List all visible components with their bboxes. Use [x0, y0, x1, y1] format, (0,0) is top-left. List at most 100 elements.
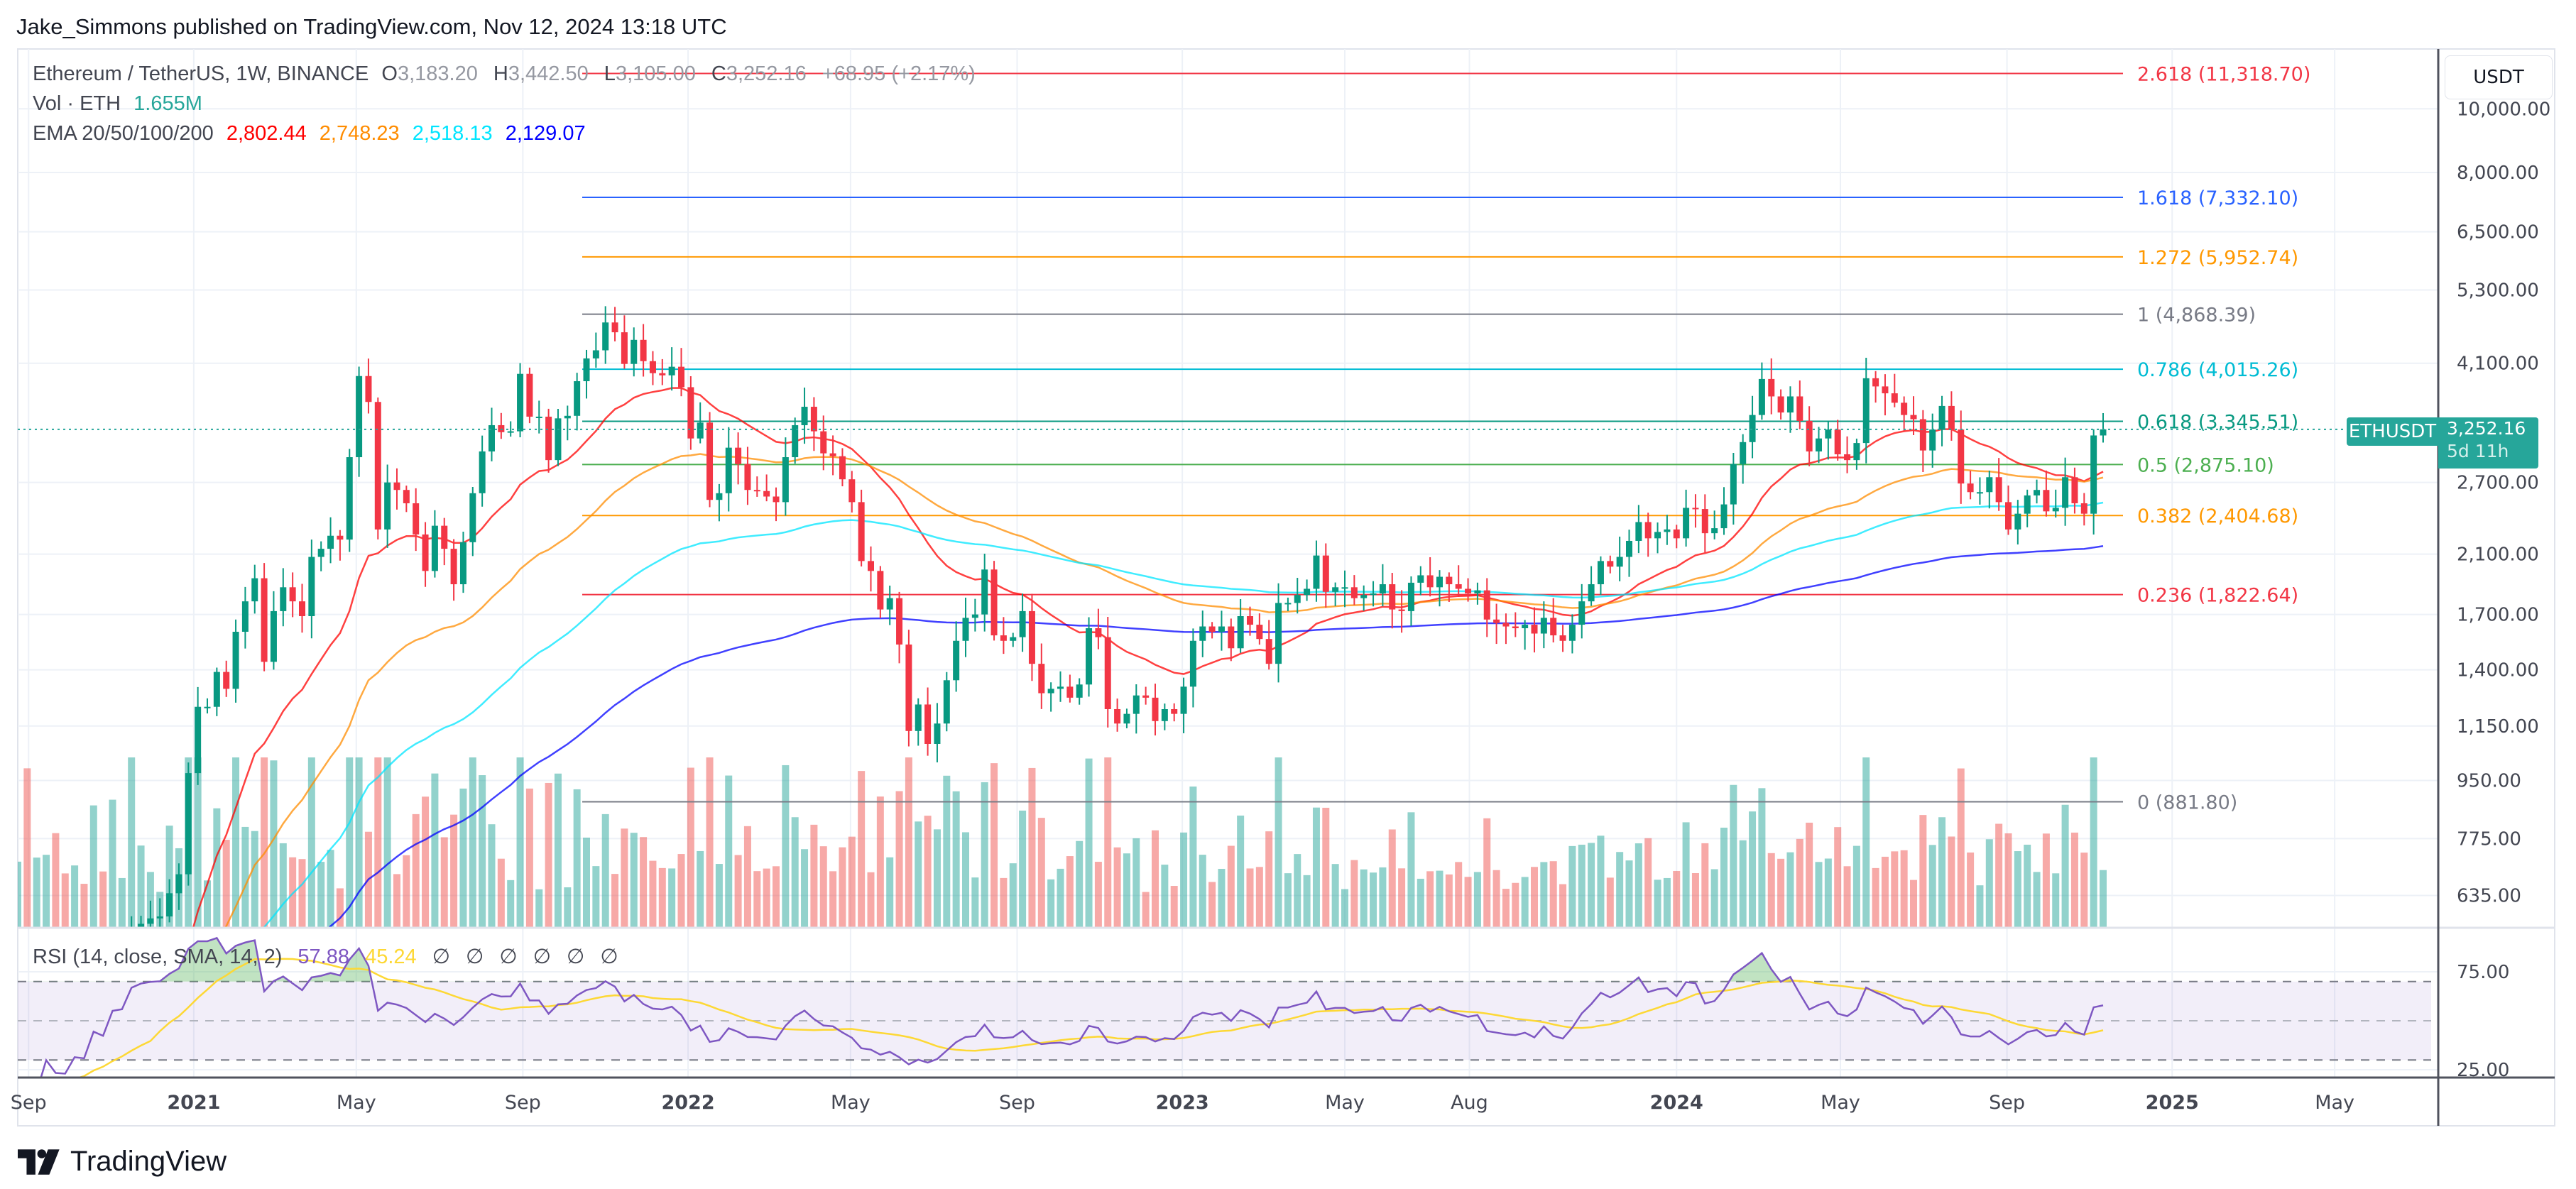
candle-body [564, 415, 571, 419]
volume-bar [479, 775, 486, 928]
candle-body [1749, 415, 1756, 442]
candle-body [1626, 540, 1632, 557]
volume-bar [1948, 836, 1955, 928]
candle-body [1777, 396, 1784, 413]
candle-body [1436, 576, 1443, 588]
rsi-empty-value: ∅ [533, 946, 551, 968]
time-tick-label: Sep [999, 1092, 1035, 1114]
candle-body [1901, 402, 1908, 415]
volume-bar [440, 837, 448, 928]
volume-bar [298, 859, 306, 928]
volume-bars [18, 757, 2107, 928]
volume-bar [1976, 885, 1984, 928]
symbol-name[interactable]: Ethereum / TetherUS, 1W, BINANCE [33, 62, 369, 85]
volume-bar [1786, 852, 1794, 928]
candle-body [413, 503, 420, 535]
candle-body [555, 418, 562, 461]
candle-body [2043, 490, 2050, 512]
ema-legend[interactable]: EMA 20/50/100/200 2,802.44 2,748.23 2,51… [33, 122, 593, 146]
volume-bar [1549, 861, 1557, 928]
volume-bar [1682, 822, 1690, 928]
candle-body [1806, 420, 1813, 451]
volume-bar [933, 829, 941, 928]
ema200-line [327, 545, 2104, 928]
volume-bar [962, 832, 969, 928]
volume-bar [2042, 833, 2050, 928]
volume-legend[interactable]: Vol · ETH 1.655M [33, 92, 209, 116]
volume-bar [1730, 784, 1737, 928]
candle-body [270, 610, 277, 662]
volume-bar [1417, 878, 1424, 928]
volume-bar [2033, 872, 2041, 928]
candle-body [489, 424, 495, 451]
volume-bar [782, 765, 790, 928]
candle-body [801, 407, 808, 425]
tradingview-logo[interactable]: TradingView [18, 1146, 227, 1178]
price-tick-label: 2,700.00 [2457, 473, 2539, 494]
volume-bar [573, 789, 581, 928]
volume-bar [431, 773, 439, 928]
candle-body [374, 402, 381, 530]
grid [18, 49, 2438, 1078]
volume-bar [1967, 852, 1975, 928]
price-tick-label: 5,300.00 [2457, 280, 2539, 302]
currency-button[interactable]: USDT [2445, 55, 2553, 99]
candle-body [156, 916, 163, 919]
candle-body [1986, 477, 1993, 493]
volume-bar [1521, 877, 1529, 928]
volume-bar [1824, 858, 1832, 928]
candle-body [241, 601, 249, 632]
volume-bar [327, 850, 334, 928]
candle-body [431, 525, 438, 571]
volume-bar [1426, 871, 1434, 928]
volume-bar [80, 884, 88, 928]
candle-body [1910, 415, 1917, 420]
symbol-legend[interactable]: Ethereum / TetherUS, 1W, BINANCE O3,183.… [33, 62, 986, 86]
price-tick-label: 1,400.00 [2457, 660, 2539, 681]
candle-body [1180, 686, 1187, 714]
rsi-sma-value: 45.24 [365, 946, 417, 968]
volume-bar [858, 771, 866, 928]
volume-bar [1834, 827, 1842, 928]
volume-bar [848, 836, 856, 928]
candle-body [1976, 492, 1983, 494]
candle-body [810, 407, 817, 432]
candle-body [1844, 454, 1851, 461]
volume-bar [611, 874, 619, 928]
volume-bar [753, 871, 761, 928]
volume-bar [279, 843, 287, 928]
volume-bar [1720, 827, 1728, 928]
price-tick-label: 635.00 [2457, 885, 2521, 906]
volume-bar [1464, 877, 1472, 928]
time-tick-label: 2025 [2146, 1092, 2199, 1114]
time-tick-label: 2023 [1156, 1092, 1209, 1114]
candle-body [2014, 513, 2021, 530]
price-tick-label: 6,500.00 [2457, 221, 2539, 243]
candle-body [1758, 378, 1765, 415]
candle-body [905, 644, 912, 731]
candle-body [1275, 603, 1282, 664]
volume-bar [2024, 844, 2031, 928]
candle-body [507, 431, 514, 433]
volume-bar [1000, 877, 1008, 928]
candle-body [1531, 625, 1538, 634]
ema200-value: 2,129.07 [505, 122, 586, 145]
volume-bar [1843, 866, 1851, 928]
volume-bar [734, 855, 742, 928]
time-tick-label: 2024 [1650, 1092, 1703, 1114]
rsi-empty-value: ∅ [499, 946, 518, 968]
volume-bar [1872, 867, 1879, 928]
volume-bar [1037, 818, 1045, 928]
candles [131, 306, 2107, 928]
volume-bar [403, 855, 410, 928]
volume-bar [640, 837, 648, 928]
candle-body [1171, 708, 1178, 714]
volume-bar [317, 862, 325, 928]
volume-bar [1673, 870, 1681, 928]
volume-bar [905, 757, 912, 928]
candle-body [1938, 405, 1945, 430]
volume-bar [564, 887, 572, 928]
rsi-legend[interactable]: RSI (14, close, SMA, 14, 2) 57.88 45.24 … [33, 944, 628, 969]
candle-body [346, 457, 353, 540]
